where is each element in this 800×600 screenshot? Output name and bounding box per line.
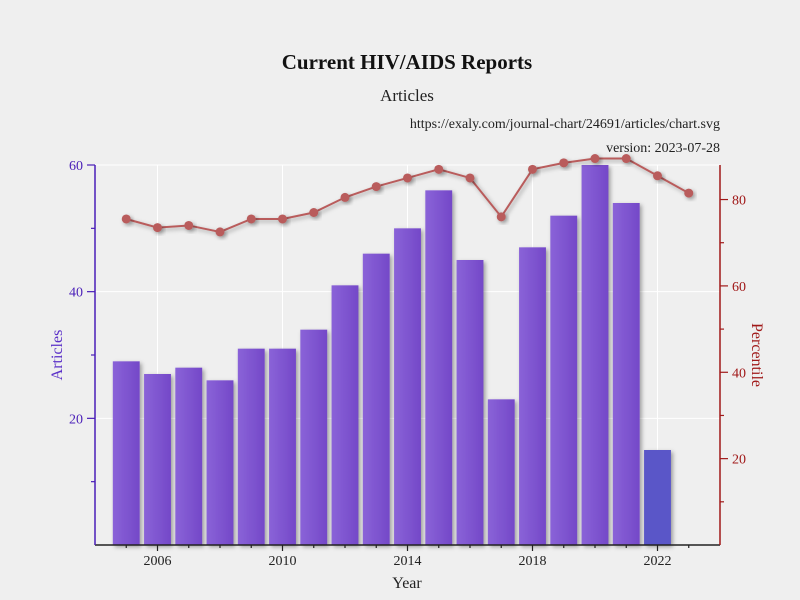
bar-2015 bbox=[425, 190, 453, 546]
y-axis-left-label: Articles bbox=[49, 330, 66, 381]
x-tick-label: 2022 bbox=[644, 554, 672, 569]
x-tick-label: 2014 bbox=[394, 554, 422, 569]
percentile-point-2006 bbox=[153, 223, 162, 233]
bar-2014 bbox=[394, 228, 421, 546]
percentile-point-2018 bbox=[528, 164, 537, 174]
bar-2021 bbox=[612, 203, 640, 545]
percentile-point-2015 bbox=[434, 164, 444, 174]
bar-2009 bbox=[237, 348, 265, 545]
axes: 2006 2010 2014 2018 2022 20 40 60 20 40 60 80 bbox=[69, 159, 746, 569]
bar-series bbox=[112, 165, 671, 546]
bar-2022 bbox=[644, 450, 671, 545]
percentile-point-2005 bbox=[121, 214, 131, 224]
percentile-point-2019 bbox=[559, 158, 569, 168]
percentile-point-2007 bbox=[184, 220, 194, 230]
bar-2005 bbox=[112, 361, 140, 545]
percentile-point-2023 bbox=[684, 188, 694, 198]
percentile-point-2016 bbox=[465, 173, 475, 183]
y-left-tick-label: 40 bbox=[69, 286, 83, 301]
percentile-point-2012 bbox=[340, 192, 350, 202]
chart-title: Current HIV/AIDS Reports bbox=[282, 50, 532, 74]
y-left-tick-label: 20 bbox=[69, 412, 83, 427]
percentile-point-2009 bbox=[246, 214, 256, 224]
x-tick-label: 2006 bbox=[144, 554, 172, 569]
bar-2011 bbox=[300, 329, 328, 545]
bar-2006 bbox=[144, 374, 171, 545]
y-left-tick-label: 60 bbox=[69, 159, 83, 174]
percentile-point-2010 bbox=[278, 214, 287, 224]
bar-2007 bbox=[175, 367, 203, 545]
y-right-tick-label: 40 bbox=[732, 366, 746, 381]
bar-2017 bbox=[487, 399, 515, 545]
percentile-point-2014 bbox=[403, 173, 412, 183]
percentile-point-2011 bbox=[309, 208, 319, 217]
x-tick-label: 2010 bbox=[269, 554, 297, 569]
bar-2018 bbox=[519, 247, 546, 546]
source-url: https://exaly.com/journal-chart/24691/ar… bbox=[410, 117, 720, 132]
x-axis-label: Year bbox=[392, 575, 422, 592]
percentile-point-2020 bbox=[590, 154, 600, 164]
percentile-point-2022 bbox=[653, 171, 662, 181]
y-right-tick-label: 20 bbox=[732, 453, 746, 468]
bar-2010 bbox=[269, 348, 296, 545]
bar-2013 bbox=[362, 253, 390, 545]
percentile-series bbox=[121, 154, 694, 237]
percentile-point-2008 bbox=[215, 227, 225, 237]
bar-2012 bbox=[331, 285, 359, 545]
bar-2019 bbox=[550, 215, 578, 545]
x-tick-label: 2018 bbox=[519, 554, 547, 569]
y-right-tick-label: 80 bbox=[732, 194, 746, 209]
percentile-point-2017 bbox=[496, 212, 506, 222]
version-label: version: 2023-07-28 bbox=[606, 141, 720, 156]
bar-2008 bbox=[206, 380, 234, 545]
y-axis-right-label: Percentile bbox=[748, 323, 765, 387]
y-right-tick-label: 60 bbox=[732, 280, 746, 295]
percentile-point-2021 bbox=[621, 154, 631, 164]
bar-2020 bbox=[581, 165, 609, 545]
chart-subtitle: Articles bbox=[380, 86, 434, 105]
bar-2016 bbox=[456, 260, 484, 545]
percentile-point-2013 bbox=[371, 182, 381, 192]
